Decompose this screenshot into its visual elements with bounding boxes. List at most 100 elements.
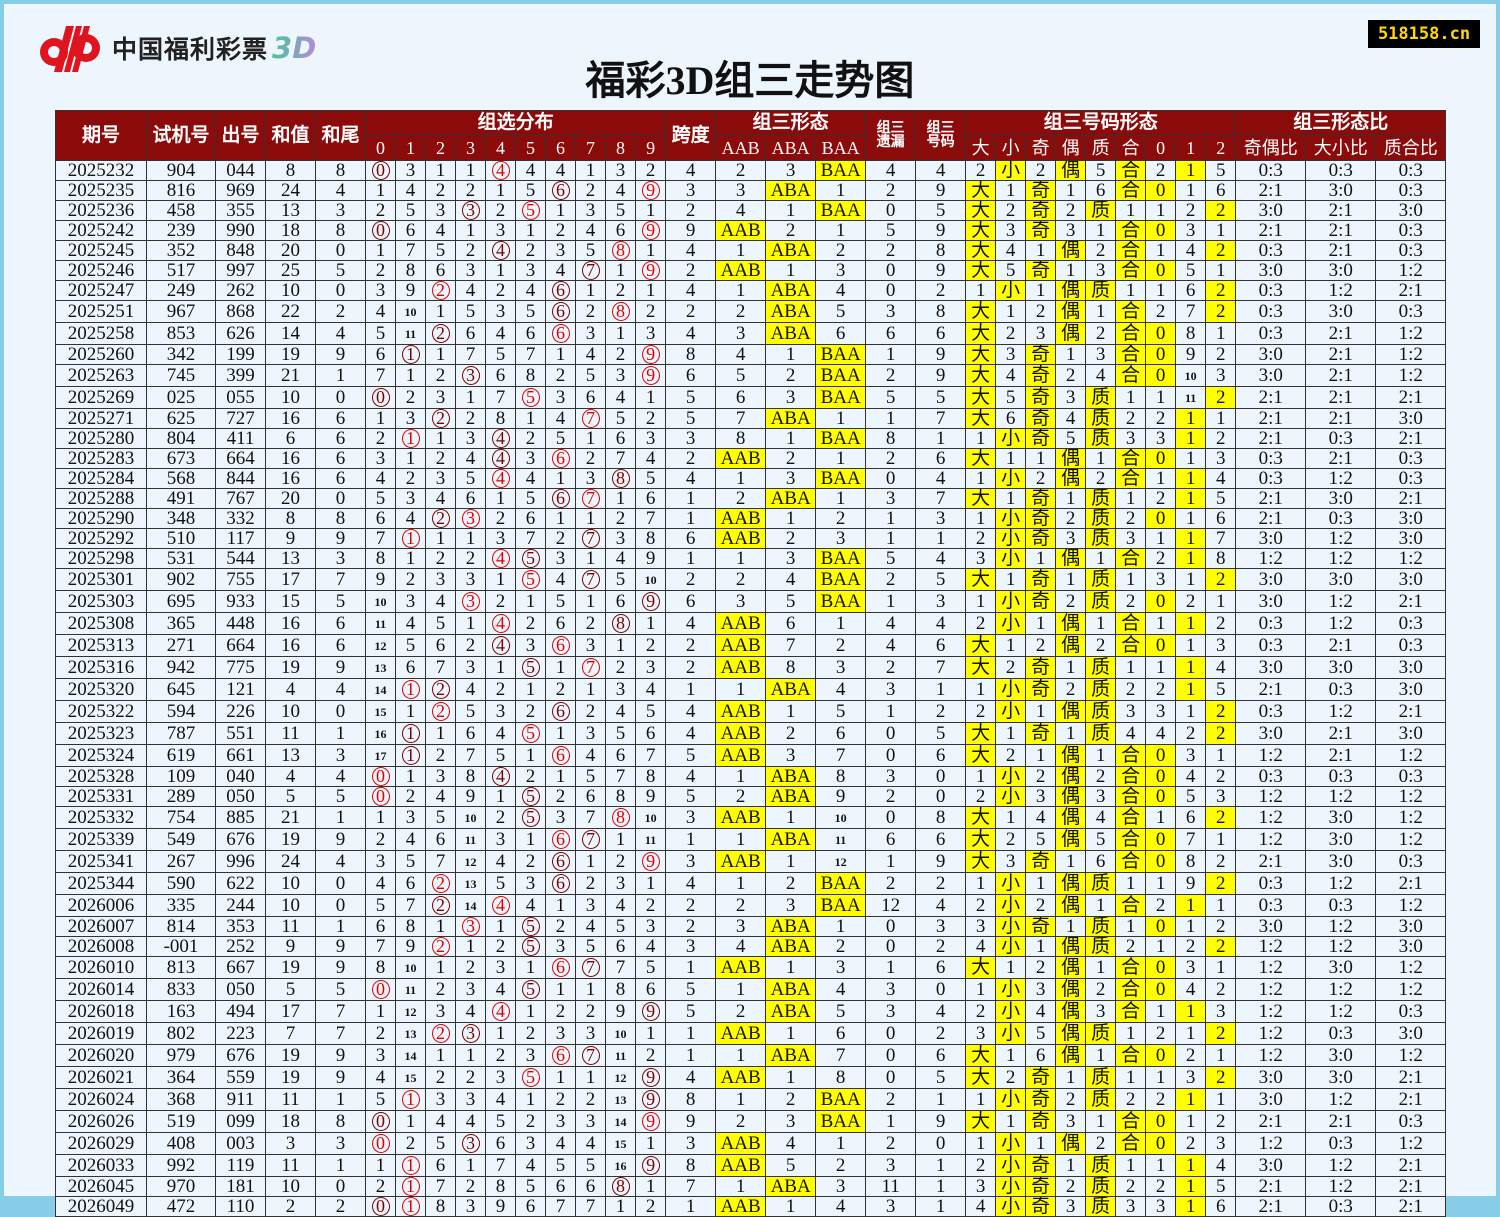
ratio-cell-1: 2:1 [1305, 448, 1377, 469]
issue-cell: 2025324 [55, 744, 147, 767]
miss-cell: 2 [865, 1132, 917, 1155]
ratio-cell-1: 3:0 [1305, 656, 1377, 679]
sum-cell: 13 [265, 548, 316, 569]
ratio-cell-2: 1:2 [1375, 978, 1447, 1001]
dist-cell-5: 7 [515, 344, 546, 365]
dist-cell-0: 9 [365, 568, 396, 591]
shape-cell-1: 小 [995, 1000, 1027, 1023]
test-number-cell: 267 [146, 850, 216, 873]
table-row: 2025290 348 332 8 8 6 4 2 3 2 6 1 1 2 7 1 AAB 1 2 1 3 1 小奇 2 质 2 0… [55, 508, 1447, 529]
dist-cell-1: 10 [395, 300, 426, 323]
hit-digit-circle: 9 [641, 221, 660, 240]
ratio-cell-2: 3:0 [1375, 200, 1447, 221]
shape-cell-4: 4 [1085, 806, 1117, 829]
shape-cell-1: 3 [995, 344, 1027, 365]
ratio-cell-2: 2:1 [1375, 488, 1447, 509]
shape-cell-8: 3 [1205, 1000, 1237, 1023]
dist-cell-3: 2 [455, 240, 486, 261]
dist-cell-2: 3 [425, 1000, 456, 1023]
ratio-cell-2: 2:1 [1375, 1176, 1447, 1197]
shape-cell-1: 小 [995, 978, 1027, 1001]
shape-cell-1: 小 [995, 872, 1027, 895]
shape-cell-1: 小 [995, 1022, 1027, 1045]
shape-cell-1: 4 [995, 364, 1027, 387]
dist-cell-1: 2 [395, 1132, 426, 1155]
shape-cell-0: 大 [965, 220, 997, 241]
dist-cell-0: 2 [365, 1176, 396, 1197]
ratio-cell-2: 1:2 [1375, 894, 1447, 917]
pair-number-cell: 8 [915, 300, 967, 323]
ratio-cell-2: 2:1 [1375, 590, 1447, 613]
ratio-cell-2: 2:1 [1375, 1066, 1447, 1089]
hit-digit-circle: 5 [521, 917, 540, 936]
dist-cell-7: 3 [575, 634, 606, 657]
dist-cell-7: 5 [575, 1154, 606, 1177]
shape-cell-8: 2 [1205, 344, 1237, 365]
dist-cell-1: 10 [395, 956, 426, 979]
shape-cell-3: 偶 [1055, 468, 1087, 489]
ratio-cell-2: 3:0 [1375, 916, 1447, 937]
dist-cell-1: 13 [395, 1022, 426, 1045]
test-number-cell: 365 [146, 612, 216, 635]
hit-digit-circle: 9 [641, 1002, 660, 1021]
form-cell-aba: 1 [765, 508, 817, 529]
trend-chart-page: 中国福利彩票 3D 518158.cn 福彩3D组三走势图 期号 试机号 出号 和值和… [4, 4, 1496, 1217]
ratio-cell-2: 2:1 [1375, 872, 1447, 895]
form-cell-aba: 5 [765, 1154, 817, 1177]
shape-cell-7: 2 [1175, 936, 1207, 957]
dist-cell-4: 4 [485, 722, 516, 745]
test-number-cell: 531 [146, 548, 216, 569]
dist-cell-1: 1 [395, 428, 426, 449]
pair-number-cell: 4 [915, 612, 967, 635]
dist-cell-4: 4 [485, 978, 516, 1001]
dist-cell-7: 2 [575, 612, 606, 635]
miss-cell: 1 [865, 508, 917, 529]
sum-tail-cell: 4 [315, 678, 366, 701]
dist-cell-7: 6 [575, 1176, 606, 1197]
dist-cell-1: 8 [395, 260, 426, 281]
shape-cell-5: 合 [1115, 448, 1147, 469]
dist-cell-9-value: 10 [644, 811, 657, 825]
dist-cell-5: 5 [515, 978, 546, 1001]
dist-cell-4: 3 [485, 220, 516, 241]
sum-tail-cell: 7 [315, 1022, 366, 1045]
shape-cell-4: 质 [1085, 678, 1117, 701]
site-badge[interactable]: 518158.cn [1368, 20, 1480, 48]
shape-cell-0: 3 [965, 916, 997, 937]
shape-cell-1: 小 [995, 894, 1027, 917]
dist-cell-4: 1 [485, 916, 516, 937]
dist-cell-9: 6 [634, 978, 667, 1001]
shape-cell-8: 2 [1205, 568, 1237, 591]
form-cell-baa: 4 [815, 280, 867, 301]
form-cell-baa: 1 [815, 220, 867, 241]
sum-tail-cell: 5 [315, 590, 366, 613]
dist-cell-7: 2 [575, 1088, 606, 1111]
shape-cell-1: 5 [995, 386, 1027, 409]
dist-cell-9: 9 [634, 548, 667, 569]
miss-cell: 3 [865, 678, 917, 701]
table-row: 2025298 531 544 13 3 8 1 2 2 4 5 3 1 4 9 1 1 3 BAA 5 4 3 小 1 偶 1 合… [55, 548, 1447, 569]
header-shape-5: 合 [1115, 135, 1147, 161]
pair-number-cell: 1 [915, 428, 967, 449]
shape-cell-5: 合 [1115, 786, 1147, 807]
dist-cell-3: 5 [455, 300, 486, 323]
shape-cell-5: 合 [1115, 548, 1147, 569]
dist-cell-0-value: 13 [374, 661, 387, 675]
span-cell: 2 [665, 300, 717, 323]
dist-cell-2: 2 [425, 508, 456, 529]
dist-cell-1-value: 11 [404, 983, 417, 997]
form-cell-baa: 8 [815, 1066, 867, 1089]
dist-cell-5: 2 [515, 1110, 546, 1133]
miss-cell: 2 [865, 568, 917, 591]
shape-cell-2: 奇 [1025, 678, 1057, 701]
header-issue: 期号 [55, 110, 147, 161]
dist-cell-2: 2 [425, 1066, 456, 1089]
shape-cell-4: 质 [1085, 528, 1117, 549]
shape-cell-8: 2 [1205, 850, 1237, 873]
shape-cell-4: 1 [1085, 1044, 1117, 1067]
hit-digit-circle: 6 [551, 636, 570, 655]
hit-digit-circle: 2 [431, 1024, 450, 1043]
shape-cell-7: 1 [1175, 408, 1207, 429]
header-form-aba: ABA [765, 135, 817, 161]
ratio-cell-1: 3:0 [1305, 488, 1377, 509]
